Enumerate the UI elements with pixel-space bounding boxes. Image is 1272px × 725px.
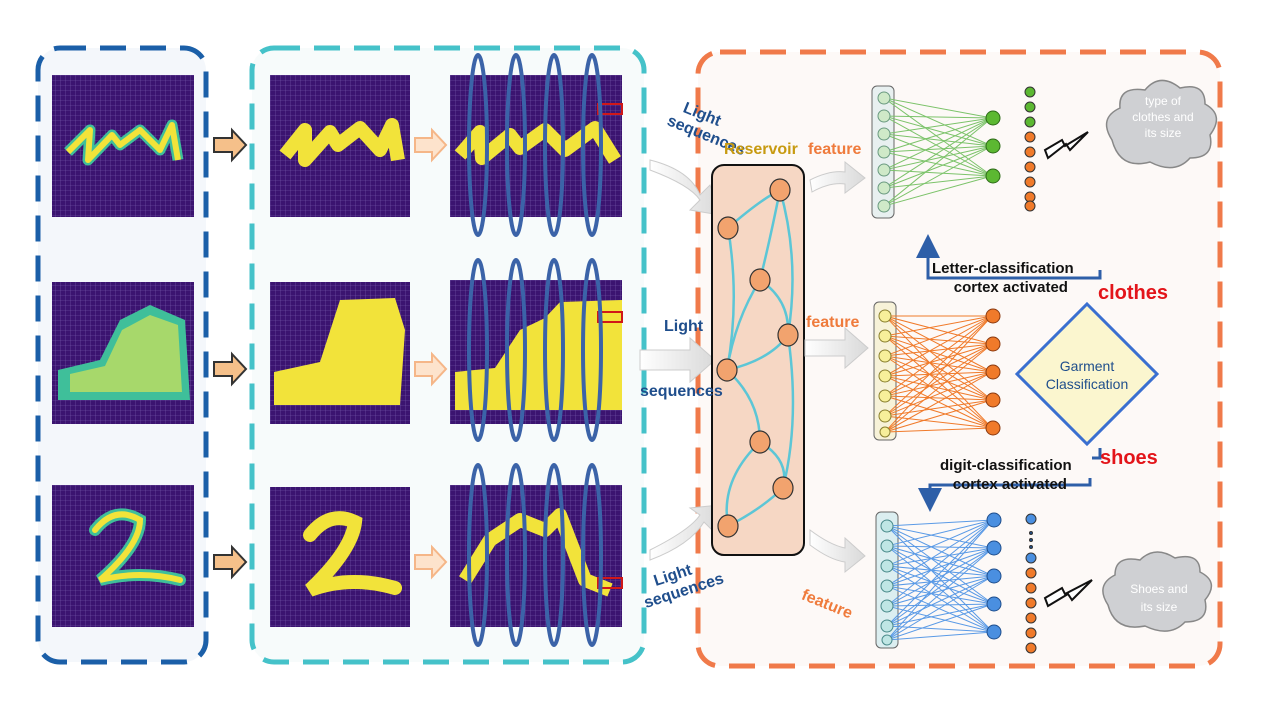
reservoir xyxy=(711,164,805,556)
clothes-label: clothes xyxy=(1098,282,1169,304)
light-arrow-2 xyxy=(639,336,716,384)
light-arrow-1 xyxy=(649,159,721,216)
feature-arrow-3 xyxy=(809,529,866,574)
input-image-letter xyxy=(52,75,194,217)
readout-network-letters xyxy=(871,85,1036,219)
input-image-shoe xyxy=(52,282,194,424)
sequence-stack-digit xyxy=(450,463,623,647)
input-image-digit xyxy=(52,485,194,627)
sequence-stack-letter xyxy=(450,53,623,237)
shoes-label: shoes xyxy=(1100,447,1158,469)
light-label-middle: Light xyxy=(664,318,704,335)
cloud-bottom-text: Shoes and its size xyxy=(1130,582,1188,614)
sequences-label-middle: sequences xyxy=(640,383,723,400)
readout-network-digits xyxy=(875,511,1037,654)
cloud-top xyxy=(1105,79,1218,169)
binary-image-shoe xyxy=(270,282,410,424)
arrow-input-2 xyxy=(213,351,248,387)
digit-cortex-label: digit-classification cortex activated xyxy=(940,457,1072,493)
arrow-binary-1 xyxy=(414,127,448,163)
arrow-input-1 xyxy=(213,127,248,163)
letter-cortex-arrow xyxy=(916,234,1102,280)
letter-cortex-label: Letter-classification cortex activated xyxy=(932,260,1074,296)
feature-arrow-2 xyxy=(804,326,869,370)
arrow-input-3 xyxy=(213,544,248,580)
garment-classification-label: Garment Classification xyxy=(1045,358,1129,392)
binary-image-digit xyxy=(270,487,410,627)
cloud-top-text: type of clothes and its size xyxy=(1132,94,1194,140)
lightning-icon xyxy=(1043,131,1089,160)
shoes-connector xyxy=(1092,448,1102,460)
readout-network-garment xyxy=(873,301,1001,441)
feature-arrow-1 xyxy=(809,160,866,194)
sequence-stack-shoe xyxy=(450,258,623,442)
reservoir-label: Reservoir xyxy=(724,141,798,158)
feature-label-middle: feature xyxy=(806,314,860,331)
arrow-binary-2 xyxy=(414,351,448,387)
lightning-icon xyxy=(1043,579,1093,608)
garment-classification-diamond xyxy=(1014,301,1160,447)
arrow-binary-3 xyxy=(414,544,448,580)
digit-cortex-arrow xyxy=(918,478,1092,512)
cloud-bottom xyxy=(1102,551,1213,632)
feature-label-top: feature xyxy=(808,141,862,158)
classification-panel xyxy=(695,49,1223,669)
binary-image-letter xyxy=(270,75,410,217)
